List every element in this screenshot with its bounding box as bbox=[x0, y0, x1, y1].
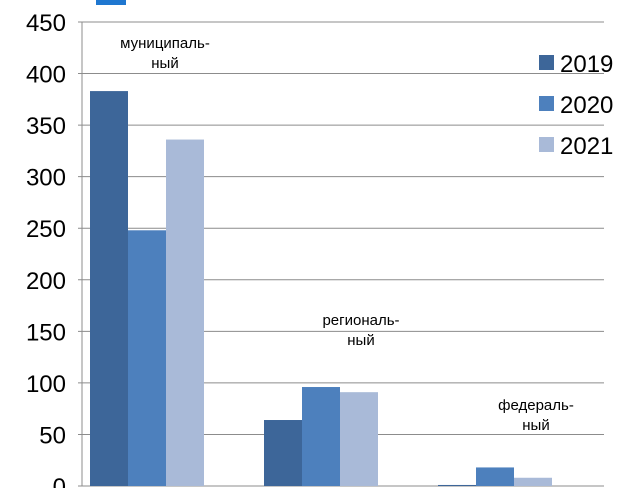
y-axis: 0 50 100 150 200 250 300 350 400 450 bbox=[26, 10, 83, 488]
legend-swatch-2021 bbox=[539, 137, 554, 152]
y-tick-label: 450 bbox=[26, 10, 66, 37]
category-label: федераль- bbox=[498, 397, 574, 414]
bar-2019-1 bbox=[264, 420, 302, 486]
y-tick-label: 250 bbox=[26, 216, 66, 243]
y-tick-label: 200 bbox=[26, 268, 66, 295]
legend-label: 2020 bbox=[560, 92, 613, 119]
bar-2019-0 bbox=[90, 91, 128, 486]
title-fragment bbox=[96, 0, 126, 5]
bar-2020-0 bbox=[128, 230, 166, 486]
bar-2021-2 bbox=[514, 477, 552, 486]
y-tick-label: 150 bbox=[26, 319, 66, 346]
y-tick-label: 300 bbox=[26, 165, 66, 192]
category-label: ный bbox=[347, 332, 374, 349]
legend-swatch-2019 bbox=[539, 55, 554, 70]
bar-2019-2 bbox=[438, 484, 476, 486]
category-label: региональ- bbox=[322, 312, 399, 329]
category-label: ный bbox=[151, 55, 178, 72]
category-label: муниципаль- bbox=[120, 35, 210, 52]
bar-2021-0 bbox=[166, 139, 204, 486]
category-label: ный bbox=[522, 417, 549, 434]
bar-2020-2 bbox=[476, 467, 514, 486]
bar-2020-1 bbox=[302, 387, 340, 486]
y-tick-label: 350 bbox=[26, 113, 66, 140]
y-tick-label: 400 bbox=[26, 62, 66, 89]
legend: 2019 2020 2021 bbox=[539, 51, 613, 160]
y-tick-label: 0 bbox=[53, 474, 66, 488]
bars bbox=[90, 91, 552, 486]
y-tick-label: 50 bbox=[39, 422, 66, 449]
y-tick-label: 100 bbox=[26, 371, 66, 398]
category-labels: муниципаль-ный региональ-ный федераль-ный bbox=[120, 35, 574, 434]
bar-2021-1 bbox=[340, 392, 378, 486]
legend-swatch-2020 bbox=[539, 96, 554, 111]
legend-label: 2021 bbox=[560, 133, 613, 160]
legend-label: 2019 bbox=[560, 51, 613, 78]
